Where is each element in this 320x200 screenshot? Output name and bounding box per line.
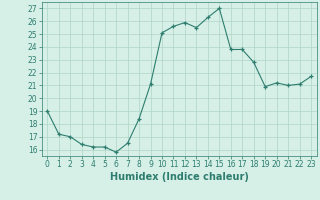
- X-axis label: Humidex (Indice chaleur): Humidex (Indice chaleur): [110, 172, 249, 182]
